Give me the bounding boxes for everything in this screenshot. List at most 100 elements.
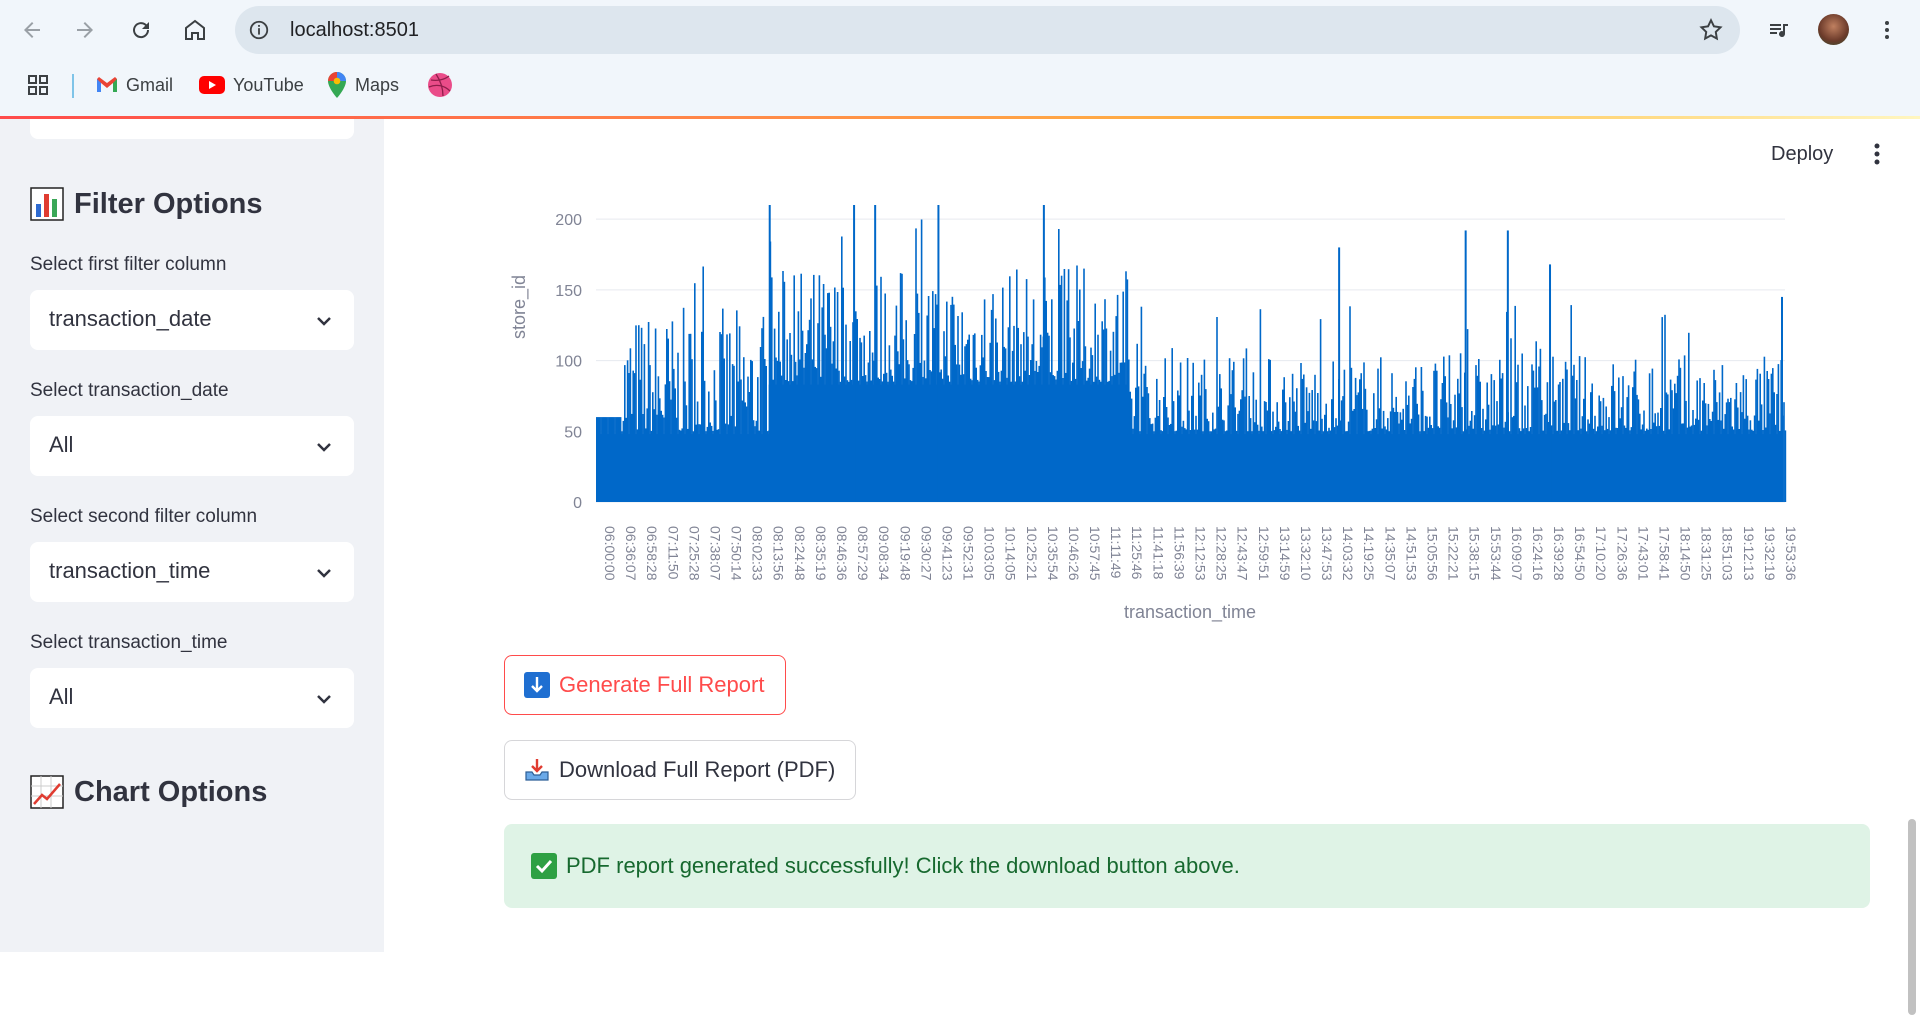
x-tick-label: 17:58:41 bbox=[1656, 526, 1672, 581]
url-text[interactable]: localhost:8501 bbox=[290, 19, 419, 41]
bar bbox=[1688, 332, 1690, 502]
bar bbox=[1136, 343, 1138, 502]
second-value-select[interactable]: All bbox=[30, 668, 354, 728]
bar bbox=[719, 332, 721, 502]
bar bbox=[750, 359, 752, 502]
bar bbox=[597, 417, 599, 502]
bookmark-dribbble[interactable] bbox=[427, 70, 453, 100]
x-tick-label: 15:05:56 bbox=[1424, 526, 1440, 581]
bar bbox=[736, 310, 738, 502]
forward-button[interactable] bbox=[65, 10, 105, 50]
x-axis-label: transaction_time bbox=[1124, 602, 1256, 623]
bar bbox=[726, 334, 728, 502]
site-info-icon[interactable] bbox=[247, 18, 271, 42]
back-button[interactable] bbox=[12, 10, 52, 50]
bar bbox=[649, 365, 651, 502]
bar bbox=[596, 417, 598, 502]
bar bbox=[920, 219, 923, 502]
x-tick-label: 09:41:23 bbox=[939, 526, 955, 581]
bookmark-label: Gmail bbox=[126, 74, 174, 95]
bar bbox=[1661, 317, 1663, 502]
bookmark-star-icon[interactable] bbox=[1698, 17, 1724, 43]
x-tick-label: 19:12:13 bbox=[1741, 526, 1757, 581]
second-filter-select[interactable]: transaction_time bbox=[30, 542, 354, 602]
app-menu-icon[interactable] bbox=[1862, 139, 1892, 169]
x-tick-label: 19:32:19 bbox=[1762, 526, 1778, 581]
bar bbox=[759, 347, 762, 502]
bookmark-gmail[interactable]: Gmail bbox=[96, 70, 173, 100]
x-tick-label: 11:25:46 bbox=[1129, 526, 1145, 580]
x-tick-label: 09:30:27 bbox=[918, 526, 934, 581]
bar bbox=[1777, 364, 1780, 502]
app-top-accent bbox=[0, 116, 1920, 119]
y-tick-label: 150 bbox=[555, 283, 582, 300]
bar bbox=[1140, 306, 1143, 502]
browser-menu-button[interactable] bbox=[1867, 10, 1907, 50]
bar bbox=[1380, 357, 1382, 502]
bar bbox=[722, 308, 724, 502]
first-value-select[interactable]: All bbox=[30, 416, 354, 476]
bar bbox=[1721, 365, 1724, 502]
deploy-button[interactable]: Deploy bbox=[1771, 143, 1834, 165]
x-tick-label: 11:56:39 bbox=[1171, 526, 1187, 580]
gmail-icon bbox=[97, 77, 117, 92]
bookmark-youtube[interactable]: YouTube bbox=[199, 70, 304, 100]
bar bbox=[1259, 309, 1262, 502]
x-tick-label: 07:25:28 bbox=[686, 526, 702, 581]
bar bbox=[624, 365, 626, 502]
media-control-button[interactable] bbox=[1759, 10, 1799, 50]
bar bbox=[1499, 359, 1501, 502]
bookmark-maps[interactable]: Maps bbox=[327, 70, 399, 100]
bar bbox=[1531, 364, 1533, 502]
bar bbox=[1510, 338, 1512, 502]
x-tick-label: 15:53:44 bbox=[1488, 526, 1504, 581]
bar bbox=[1634, 359, 1637, 502]
address-bar[interactable]: localhost:8501 bbox=[235, 6, 1740, 54]
bar bbox=[1578, 356, 1581, 502]
chevron-down-icon bbox=[317, 317, 331, 326]
main-scrollbar-thumb[interactable] bbox=[1908, 819, 1916, 1015]
bar bbox=[1144, 365, 1147, 502]
x-axis-ticks: 06:00:00 06:36:07 06:58:28 07:11:50 07:25:28… bbox=[602, 526, 1799, 581]
download-pdf-button[interactable]: Download Full Report (PDF) bbox=[504, 740, 856, 800]
inbox-tray-icon bbox=[525, 759, 549, 781]
x-tick-label: 10:57:45 bbox=[1087, 526, 1103, 581]
y-tick-label: 100 bbox=[555, 354, 582, 371]
x-tick-label: 15:38:15 bbox=[1467, 526, 1483, 581]
bar bbox=[654, 328, 657, 502]
first-filter-label: Select first filter column bbox=[30, 254, 227, 275]
bar bbox=[1245, 348, 1248, 502]
generate-report-button[interactable]: Generate Full Report bbox=[504, 655, 786, 715]
chevron-down-icon bbox=[317, 695, 331, 704]
bar bbox=[738, 326, 741, 502]
peak-bar bbox=[1338, 247, 1341, 502]
browser-toolbar: localhost:8501 Gmail YouTube Maps bbox=[0, 0, 1920, 116]
bar-body bbox=[1127, 434, 1781, 502]
bar bbox=[1171, 348, 1173, 502]
bar bbox=[635, 325, 637, 502]
second-value-label: Select transaction_time bbox=[30, 632, 228, 653]
first-filter-select[interactable]: transaction_date bbox=[30, 290, 354, 350]
x-tick-label: 12:43:47 bbox=[1235, 526, 1251, 581]
x-tick-label: 14:35:07 bbox=[1382, 526, 1398, 581]
reload-button[interactable] bbox=[121, 10, 161, 50]
chart-bars bbox=[596, 205, 1787, 502]
apps-button[interactable] bbox=[26, 70, 50, 100]
bar bbox=[1300, 363, 1302, 502]
x-tick-label: 14:51:53 bbox=[1403, 526, 1419, 581]
x-tick-label: 10:03:05 bbox=[982, 526, 998, 581]
bar bbox=[1268, 359, 1270, 502]
x-tick-label: 17:43:01 bbox=[1635, 526, 1651, 581]
home-button[interactable] bbox=[175, 10, 215, 50]
bar bbox=[1319, 319, 1322, 502]
x-tick-label: 12:28:25 bbox=[1214, 526, 1230, 581]
peak-bar bbox=[1549, 264, 1552, 502]
x-tick-label: 18:31:25 bbox=[1699, 526, 1715, 581]
bar bbox=[731, 364, 734, 502]
bar-body bbox=[600, 434, 769, 502]
profile-avatar[interactable] bbox=[1818, 14, 1849, 45]
x-tick-label: 16:54:50 bbox=[1572, 526, 1588, 581]
bar bbox=[1203, 359, 1206, 502]
y-tick-label: 0 bbox=[573, 495, 582, 512]
bar bbox=[1448, 355, 1451, 502]
